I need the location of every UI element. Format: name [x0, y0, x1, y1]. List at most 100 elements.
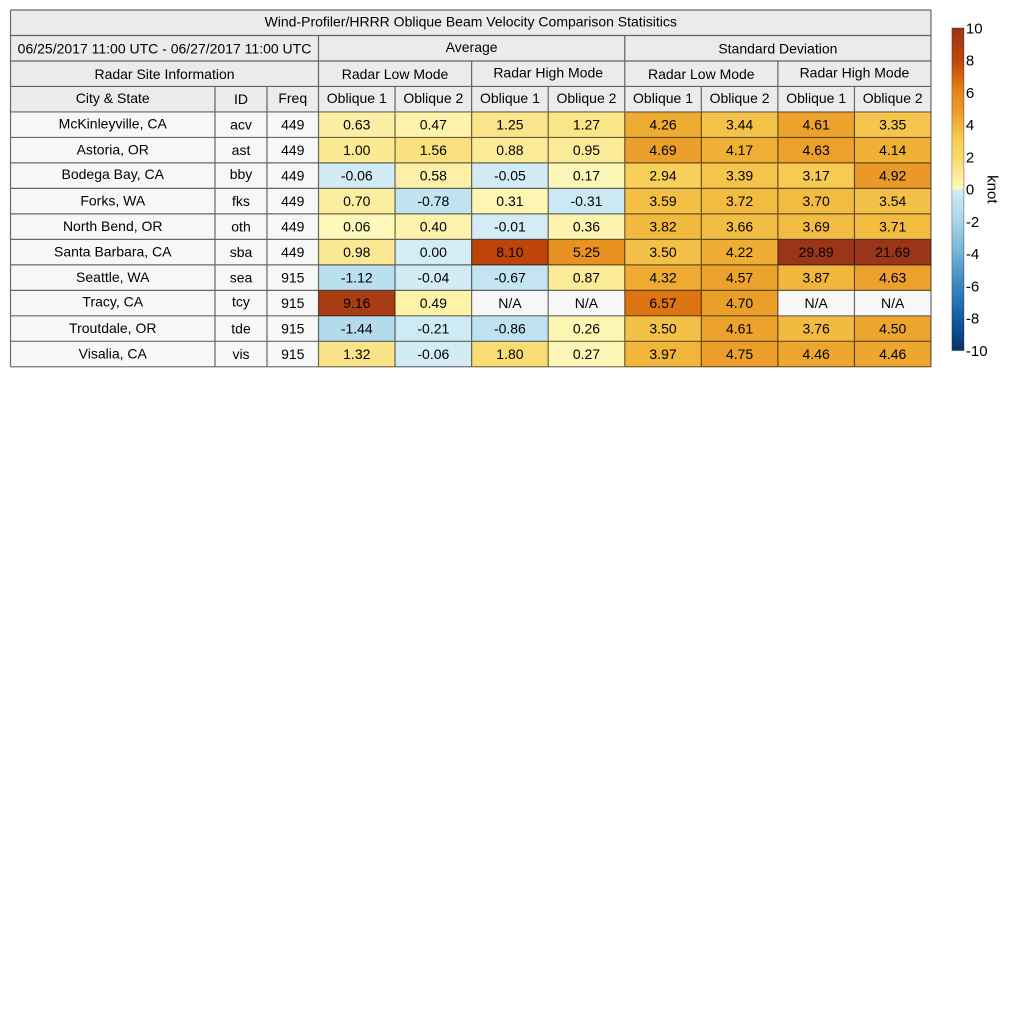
svg-text:1.32: 1.32: [343, 346, 370, 362]
svg-text:29.89: 29.89: [799, 244, 834, 260]
svg-text:3.44: 3.44: [726, 117, 753, 133]
svg-text:Oblique 1: Oblique 1: [786, 90, 846, 106]
svg-text:tde: tde: [231, 321, 251, 337]
svg-text:0.98: 0.98: [343, 244, 370, 260]
svg-text:-0.31: -0.31: [571, 193, 603, 209]
svg-text:N/A: N/A: [575, 295, 599, 311]
svg-text:North Bend, OR: North Bend, OR: [63, 218, 163, 234]
svg-text:Bodega Bay, CA: Bodega Bay, CA: [62, 166, 165, 182]
svg-text:0.00: 0.00: [420, 244, 447, 260]
svg-text:-0.86: -0.86: [494, 321, 526, 337]
svg-text:3.76: 3.76: [803, 321, 830, 337]
svg-text:4.61: 4.61: [803, 117, 830, 133]
svg-text:4.14: 4.14: [879, 142, 906, 158]
svg-text:449: 449: [281, 117, 305, 133]
svg-text:knot: knot: [984, 175, 1001, 204]
svg-text:McKinleyville, CA: McKinleyville, CA: [59, 115, 168, 131]
svg-text:0.27: 0.27: [573, 346, 600, 362]
svg-text:-0.67: -0.67: [494, 270, 526, 286]
svg-text:4.17: 4.17: [726, 142, 753, 158]
svg-text:2: 2: [966, 149, 974, 166]
svg-text:9.16: 9.16: [343, 295, 370, 311]
svg-text:21.69: 21.69: [875, 244, 910, 260]
svg-text:2.94: 2.94: [649, 168, 676, 184]
svg-text:449: 449: [281, 219, 305, 235]
svg-text:3.69: 3.69: [803, 219, 830, 235]
svg-text:3.17: 3.17: [803, 168, 830, 184]
svg-text:3.50: 3.50: [649, 244, 676, 260]
svg-text:-0.04: -0.04: [417, 270, 449, 286]
svg-text:10: 10: [966, 20, 983, 37]
svg-text:915: 915: [281, 270, 305, 286]
svg-text:4.32: 4.32: [649, 270, 676, 286]
svg-text:3.50: 3.50: [649, 321, 676, 337]
svg-text:Visalia, CA: Visalia, CA: [79, 345, 148, 361]
svg-text:Oblique 2: Oblique 2: [863, 90, 923, 106]
svg-text:N/A: N/A: [881, 295, 905, 311]
svg-text:8.10: 8.10: [496, 244, 523, 260]
svg-text:915: 915: [281, 321, 305, 337]
svg-text:Radar Site Information: Radar Site Information: [94, 66, 234, 82]
svg-text:3.82: 3.82: [649, 219, 676, 235]
svg-text:tcy: tcy: [232, 294, 250, 310]
svg-text:3.70: 3.70: [803, 193, 830, 209]
svg-text:-0.21: -0.21: [417, 321, 449, 337]
svg-text:Seattle, WA: Seattle, WA: [76, 269, 150, 285]
svg-text:3.87: 3.87: [803, 270, 830, 286]
svg-text:0.26: 0.26: [573, 321, 600, 337]
svg-text:-0.06: -0.06: [417, 346, 449, 362]
svg-text:4.92: 4.92: [879, 168, 906, 184]
svg-text:0.87: 0.87: [573, 270, 600, 286]
svg-text:0.70: 0.70: [343, 193, 370, 209]
svg-text:4: 4: [966, 117, 974, 134]
svg-text:0.17: 0.17: [573, 168, 600, 184]
svg-text:Average: Average: [446, 39, 498, 55]
svg-text:Freq: Freq: [278, 90, 307, 106]
svg-text:Oblique 2: Oblique 2: [403, 90, 463, 106]
svg-text:Troutdale, OR: Troutdale, OR: [69, 320, 156, 336]
svg-text:N/A: N/A: [804, 295, 828, 311]
svg-text:449: 449: [281, 193, 305, 209]
svg-text:5.25: 5.25: [573, 244, 600, 260]
svg-text:N/A: N/A: [498, 295, 522, 311]
svg-text:0.88: 0.88: [496, 142, 523, 158]
svg-text:1.25: 1.25: [496, 117, 523, 133]
svg-text:Oblique 1: Oblique 1: [327, 90, 387, 106]
svg-text:3.59: 3.59: [649, 193, 676, 209]
svg-text:4.57: 4.57: [726, 270, 753, 286]
svg-text:-6: -6: [966, 278, 979, 295]
svg-text:4.22: 4.22: [726, 244, 753, 260]
svg-text:4.69: 4.69: [649, 142, 676, 158]
svg-text:Oblique 2: Oblique 2: [710, 90, 770, 106]
svg-text:449: 449: [281, 168, 305, 184]
svg-text:1.56: 1.56: [420, 142, 447, 158]
svg-text:Santa Barbara, CA: Santa Barbara, CA: [54, 243, 172, 259]
svg-text:1.00: 1.00: [343, 142, 370, 158]
svg-text:Radar High Mode: Radar High Mode: [493, 64, 603, 80]
svg-text:4.26: 4.26: [649, 117, 676, 133]
svg-text:6.57: 6.57: [649, 295, 676, 311]
svg-text:0.06: 0.06: [343, 219, 370, 235]
svg-text:0.40: 0.40: [420, 219, 447, 235]
svg-text:Forks, WA: Forks, WA: [80, 192, 145, 208]
svg-text:3.71: 3.71: [879, 219, 906, 235]
svg-text:4.75: 4.75: [726, 346, 753, 362]
svg-text:4.63: 4.63: [879, 270, 906, 286]
svg-text:0.63: 0.63: [343, 117, 370, 133]
svg-text:0.95: 0.95: [573, 142, 600, 158]
svg-text:ID: ID: [234, 91, 248, 107]
svg-text:Oblique 1: Oblique 1: [480, 90, 540, 106]
svg-text:0.36: 0.36: [573, 219, 600, 235]
svg-text:bby: bby: [230, 166, 253, 182]
svg-text:449: 449: [281, 244, 305, 260]
svg-text:3.54: 3.54: [879, 193, 906, 209]
svg-text:acv: acv: [230, 117, 252, 133]
svg-text:-8: -8: [966, 311, 979, 328]
svg-text:915: 915: [281, 346, 305, 362]
svg-text:449: 449: [281, 142, 305, 158]
svg-text:3.35: 3.35: [879, 117, 906, 133]
svg-text:vis: vis: [232, 346, 249, 362]
svg-text:915: 915: [281, 295, 305, 311]
svg-text:-0.01: -0.01: [494, 219, 526, 235]
svg-text:Astoria, OR: Astoria, OR: [77, 141, 149, 157]
